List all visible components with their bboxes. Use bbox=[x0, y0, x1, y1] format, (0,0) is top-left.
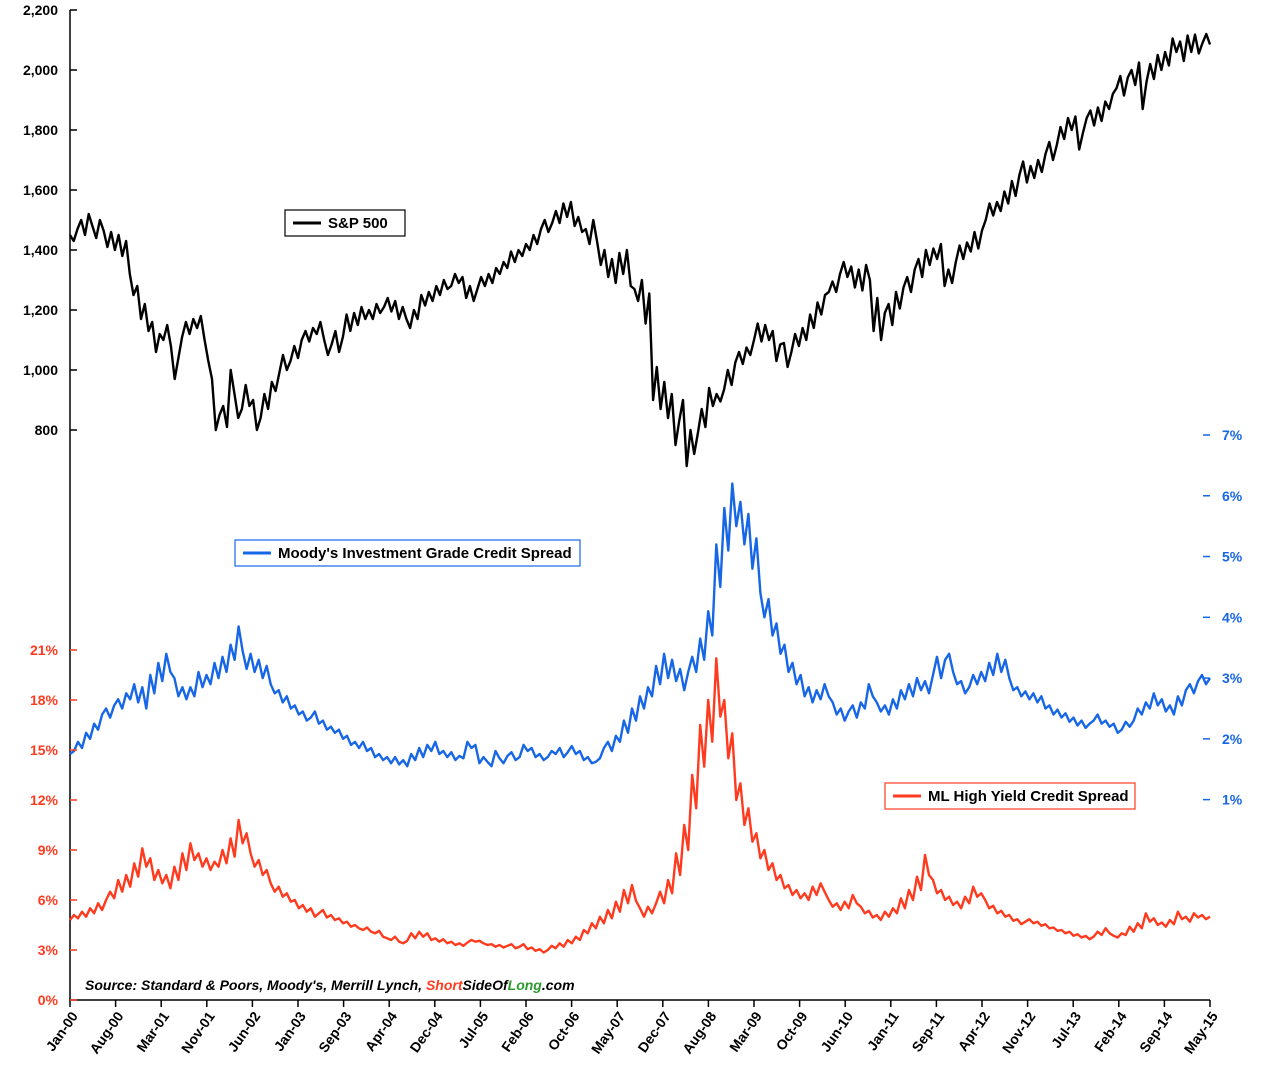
x-axis-label: Aug-00 bbox=[86, 1008, 126, 1056]
x-axis-label: Oct-09 bbox=[772, 1008, 810, 1053]
x-axis-label: Feb-14 bbox=[1091, 1008, 1130, 1054]
legend-label: ML High Yield Credit Spread bbox=[928, 788, 1129, 805]
legend: S&P 500 bbox=[285, 210, 405, 236]
x-axis-label: Nov-12 bbox=[999, 1008, 1039, 1056]
x-axis-label: Aug-08 bbox=[679, 1008, 719, 1056]
x-axis-label: Feb-06 bbox=[498, 1008, 537, 1054]
axis-label: 7% bbox=[1222, 427, 1243, 443]
axis-label: 1,000 bbox=[23, 362, 58, 378]
legend-label: S&P 500 bbox=[328, 215, 388, 232]
x-axis-label: Jul-13 bbox=[1048, 1008, 1084, 1050]
series-line bbox=[70, 484, 1210, 767]
series-line bbox=[70, 34, 1210, 466]
x-axis-label: Nov-01 bbox=[178, 1008, 218, 1056]
x-axis-label: Jul-05 bbox=[455, 1008, 491, 1050]
x-axis-label: May-07 bbox=[588, 1008, 628, 1056]
source-credit: Source: Standard & Poors, Moody's, Merri… bbox=[85, 977, 575, 993]
axis-label: 15% bbox=[30, 742, 59, 758]
x-axis-label: Apr-04 bbox=[362, 1008, 401, 1054]
axis-label: 2,000 bbox=[23, 62, 58, 78]
x-axis-label: Dec-07 bbox=[634, 1008, 674, 1055]
legend-label: Moody's Investment Grade Credit Spread bbox=[278, 545, 572, 562]
axis-label: 2,200 bbox=[23, 2, 58, 18]
axis-label: 3% bbox=[1222, 670, 1243, 686]
axis-label: 1,200 bbox=[23, 302, 58, 318]
x-axis-label: Apr-12 bbox=[954, 1008, 993, 1054]
axis-label: 12% bbox=[30, 792, 59, 808]
x-axis-label: Sep-11 bbox=[908, 1008, 947, 1054]
axis-label: 0% bbox=[38, 992, 59, 1008]
x-axis-label: Jun-10 bbox=[817, 1008, 856, 1054]
x-axis-label: Jan-03 bbox=[270, 1008, 309, 1054]
axis-label: 1,600 bbox=[23, 182, 58, 198]
axis-label: 1,400 bbox=[23, 242, 58, 258]
x-axis-label: Dec-04 bbox=[406, 1008, 446, 1055]
legend: ML High Yield Credit Spread bbox=[885, 783, 1135, 809]
x-axis-label: Sep-14 bbox=[1136, 1008, 1176, 1055]
x-axis-label: May-15 bbox=[1181, 1008, 1221, 1056]
x-axis-label: Jan-11 bbox=[864, 1008, 902, 1053]
axis-label: 2% bbox=[1222, 731, 1243, 747]
axis-label: 800 bbox=[35, 422, 59, 438]
chart-container: Jan-00Aug-00Mar-01Nov-01Jun-02Jan-03Sep-… bbox=[0, 0, 1262, 1092]
legend: Moody's Investment Grade Credit Spread bbox=[235, 540, 580, 566]
axis-label: 6% bbox=[1222, 488, 1243, 504]
axis-label: 5% bbox=[1222, 549, 1243, 565]
x-axis-label: Oct-06 bbox=[544, 1008, 582, 1053]
axis-label: 3% bbox=[38, 942, 59, 958]
x-axis-label: Mar-09 bbox=[726, 1008, 765, 1054]
x-axis-label: Sep-03 bbox=[315, 1008, 355, 1055]
axis-label: 18% bbox=[30, 692, 59, 708]
axis-label: 4% bbox=[1222, 609, 1243, 625]
x-axis-label: Jan-00 bbox=[42, 1008, 81, 1054]
multi-line-chart: Jan-00Aug-00Mar-01Nov-01Jun-02Jan-03Sep-… bbox=[0, 0, 1262, 1092]
axis-label: 6% bbox=[38, 892, 59, 908]
x-axis-label: Jun-02 bbox=[224, 1008, 263, 1054]
x-axis-label: Mar-01 bbox=[133, 1008, 172, 1054]
axis-label: 9% bbox=[38, 842, 59, 858]
axis-label: 21% bbox=[30, 642, 59, 658]
axis-label: 1,800 bbox=[23, 122, 58, 138]
axis-label: 1% bbox=[1222, 792, 1243, 808]
